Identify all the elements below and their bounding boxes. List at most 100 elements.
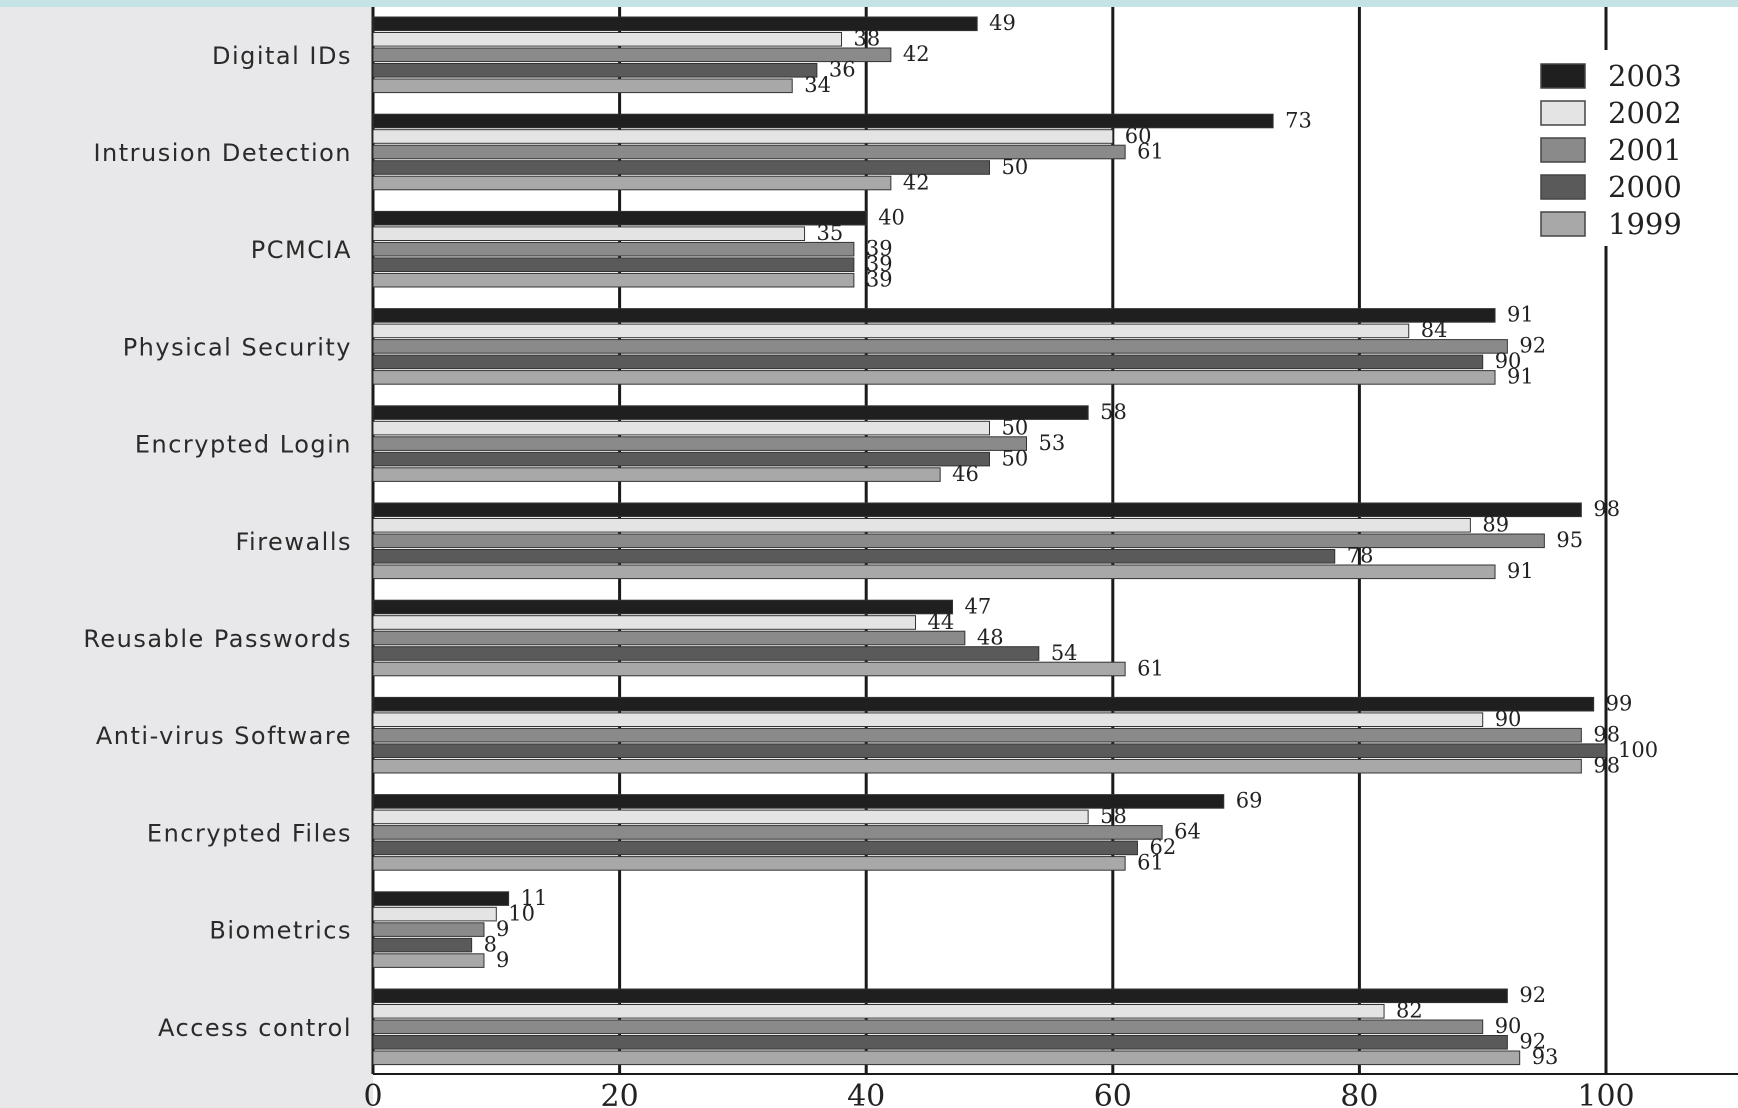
value-labels: 4938423634736061504240353939399184929091…: [484, 11, 1658, 1069]
value-label-2002-biometrics: 10: [508, 901, 535, 925]
value-label-2003-pcmcia: 40: [878, 206, 905, 230]
x-tick-label-20: 20: [601, 1079, 639, 1108]
category-label-physical-security: Physical Security: [123, 333, 352, 361]
bar-2001-biometrics: [372, 922, 485, 937]
bar-2003-pcmcia: [372, 210, 867, 226]
value-label-2001-pcmcia: 39: [866, 237, 893, 261]
value-label-1999-anti-virus-software: 98: [1593, 754, 1620, 778]
value-label-2003-biometrics: 11: [521, 886, 548, 910]
bar-1999-encrypted-files: [372, 856, 1126, 871]
bar-2002-encrypted-login: [372, 420, 990, 436]
bar-2003-access-control: [372, 988, 1508, 1004]
bar-2002-intrusion-detection: [372, 129, 1114, 144]
x-tick-label-80: 80: [1340, 1079, 1378, 1108]
value-label-2002-pcmcia: 35: [817, 221, 844, 245]
value-label-1999-digital-ids: 34: [804, 73, 831, 97]
value-label-2002-intrusion-detection: 60: [1125, 124, 1152, 148]
bar-2002-biometrics: [372, 906, 497, 922]
value-label-2000-intrusion-detection: 50: [1002, 155, 1029, 179]
legend-label-1999: 1999: [1608, 207, 1682, 241]
value-label-2001-physical-security: 92: [1519, 334, 1546, 358]
value-label-2001-access-control: 90: [1495, 1014, 1522, 1038]
label-panel-background: [0, 0, 373, 1108]
value-label-2002-digital-ids: 38: [854, 27, 881, 51]
x-axis: 0 20 40 60 80 100: [363, 1073, 1738, 1108]
value-label-2003-digital-ids: 49: [989, 11, 1016, 35]
category-label-biometrics: Biometrics: [209, 917, 352, 945]
value-label-2000-encrypted-login: 50: [1002, 446, 1029, 470]
category-label-access-control: Access control: [158, 1014, 352, 1042]
bar-2003-digital-ids: [372, 16, 978, 32]
bar-1999-access-control: [372, 1050, 1521, 1066]
bar-2000-digital-ids: [372, 63, 818, 78]
bar-2001-reusable-passwords: [372, 630, 966, 646]
bar-2003-anti-virus-software: [372, 696, 1595, 712]
value-label-2002-firewalls: 89: [1482, 513, 1509, 537]
value-label-2002-encrypted-files: 58: [1100, 804, 1127, 828]
bar-2002-anti-virus-software: [372, 712, 1484, 728]
bar-2000-reusable-passwords: [372, 646, 1040, 661]
value-label-2003-anti-virus-software: 99: [1606, 692, 1633, 716]
category-label-pcmcia: PCMCIA: [251, 236, 352, 264]
legend-label-2002: 2002: [1608, 96, 1682, 130]
category-label-encrypted-login: Encrypted Login: [135, 431, 352, 459]
value-label-1999-access-control: 93: [1532, 1045, 1559, 1069]
value-label-2003-encrypted-login: 58: [1100, 400, 1127, 424]
value-label-2003-firewalls: 98: [1593, 497, 1620, 521]
category-label-anti-virus-software: Anti-virus Software: [96, 722, 352, 750]
bars: [372, 16, 1607, 1066]
category-label-digital-ids: Digital IDs: [212, 42, 352, 70]
bar-1999-encrypted-login: [372, 467, 941, 482]
bar-2000-encrypted-files: [372, 840, 1138, 856]
bar-2002-reusable-passwords: [372, 615, 917, 630]
legend-swatch-2003: [1540, 63, 1586, 89]
bar-2001-physical-security: [372, 339, 1508, 354]
category-label-encrypted-files: Encrypted Files: [147, 819, 352, 847]
bar-2000-encrypted-login: [372, 451, 990, 467]
legend-label-2001: 2001: [1608, 133, 1682, 167]
value-label-2002-anti-virus-software: 90: [1495, 707, 1522, 731]
value-label-1999-reusable-passwords: 61: [1137, 656, 1164, 680]
bar-2002-digital-ids: [372, 32, 843, 47]
bar-2001-digital-ids: [372, 47, 892, 63]
bar-2000-access-control: [372, 1035, 1508, 1050]
value-label-2002-access-control: 82: [1396, 999, 1423, 1023]
value-label-1999-firewalls: 91: [1507, 559, 1534, 583]
value-label-2001-encrypted-files: 64: [1174, 820, 1201, 844]
legend-label-2003: 2003: [1608, 59, 1682, 93]
value-label-2001-encrypted-login: 53: [1038, 431, 1065, 455]
bar-1999-physical-security: [372, 370, 1496, 385]
legend-swatch-2001: [1540, 137, 1586, 163]
value-label-1999-biometrics: 9: [496, 948, 509, 972]
bar-1999-firewalls: [372, 564, 1496, 580]
legend-swatch-2000: [1540, 174, 1586, 200]
bar-2002-encrypted-files: [372, 809, 1089, 825]
bar-2001-intrusion-detection: [372, 144, 1126, 160]
bar-2003-encrypted-files: [372, 794, 1225, 809]
x-tick-label-60: 60: [1094, 1079, 1132, 1108]
value-label-2000-anti-virus-software: 100: [1618, 738, 1658, 762]
value-label-2002-encrypted-login: 50: [1002, 415, 1029, 439]
bar-2000-firewalls: [372, 549, 1336, 564]
bar-1999-biometrics: [372, 953, 485, 968]
category-label-intrusion-detection: Intrusion Detection: [93, 139, 352, 167]
category-label-firewalls: Firewalls: [235, 528, 352, 556]
value-label-2003-reusable-passwords: 47: [965, 594, 992, 618]
bar-1999-reusable-passwords: [372, 661, 1126, 677]
bar-2002-firewalls: [372, 518, 1471, 533]
top-band: [0, 0, 1738, 7]
value-label-2000-reusable-passwords: 54: [1051, 641, 1078, 665]
bar-2001-pcmcia: [372, 241, 855, 257]
value-label-2001-anti-virus-software: 98: [1593, 723, 1620, 747]
bar-1999-anti-virus-software: [372, 758, 1582, 774]
bar-2001-encrypted-files: [372, 825, 1163, 840]
value-label-2000-access-control: 92: [1519, 1030, 1546, 1054]
value-label-2000-physical-security: 90: [1495, 349, 1522, 373]
bar-1999-pcmcia: [372, 272, 855, 288]
value-label-2000-biometrics: 8: [484, 932, 497, 956]
value-label-2001-intrusion-detection: 61: [1137, 139, 1164, 163]
bar-2002-pcmcia: [372, 226, 806, 241]
x-tick-label-40: 40: [847, 1079, 885, 1108]
legend-swatch-2002: [1540, 100, 1586, 126]
